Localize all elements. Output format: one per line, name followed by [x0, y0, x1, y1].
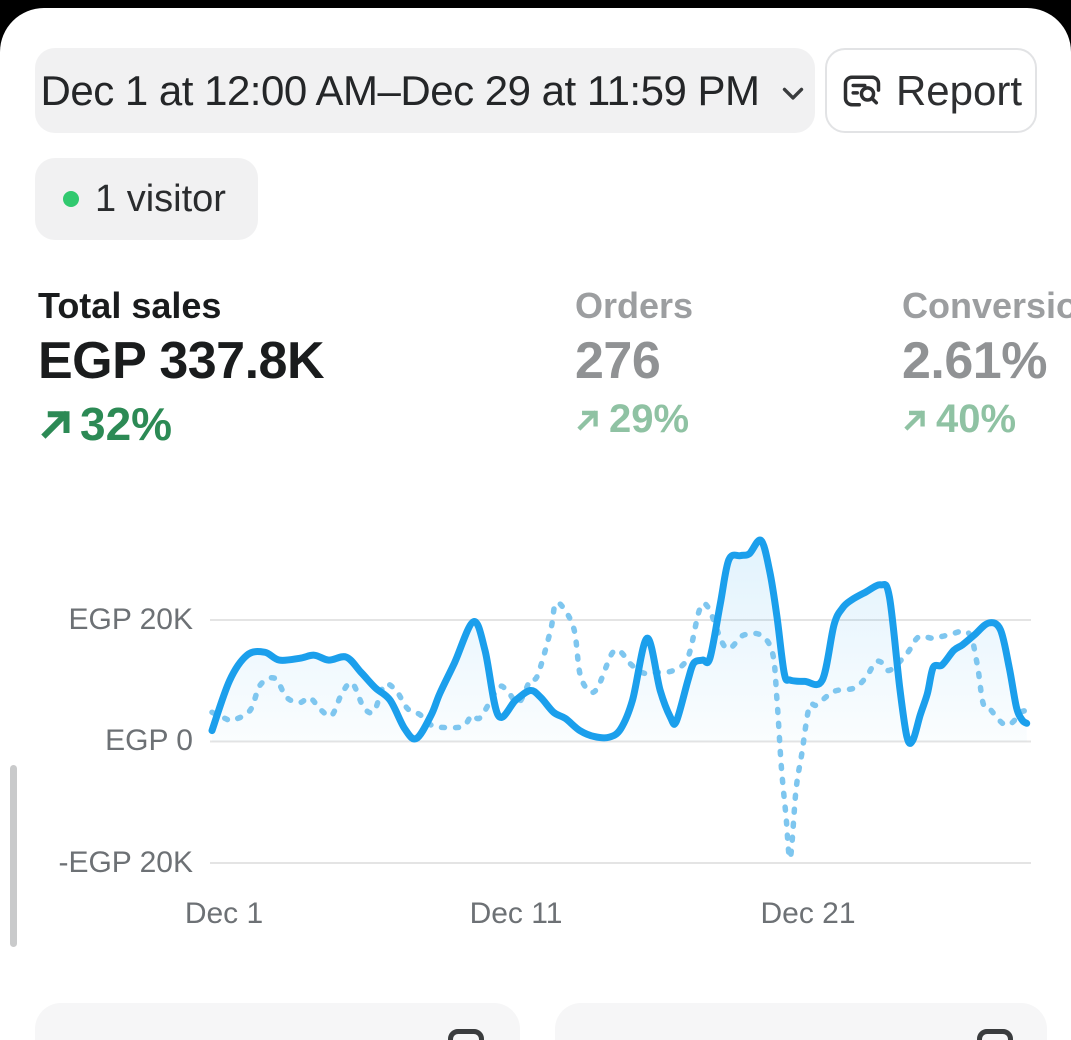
- card-value: 56: [585, 1029, 1017, 1040]
- y-axis-tick-label: -EGP 20K: [58, 846, 193, 879]
- metric-value: 2.61%: [902, 332, 1047, 390]
- report-search-icon: [843, 75, 881, 106]
- metric-label: Total sales: [38, 285, 222, 326]
- y-axis-tick-label: EGP 20K: [68, 603, 193, 636]
- arrow-up-right-icon: [577, 409, 598, 431]
- metric-delta: 40%: [902, 397, 1071, 442]
- metric-orders[interactable]: Orders 276 29%: [575, 285, 875, 442]
- arrow-up-right-icon: [904, 409, 925, 431]
- report-icon: [448, 1029, 484, 1040]
- summary-card[interactable]: 21: [35, 1003, 520, 1040]
- date-range-button[interactable]: Dec 1 at 12:00 AM–Dec 29 at 11:59 PM: [35, 48, 815, 133]
- metric-total-sales[interactable]: Total sales EGP 337.8K 32%: [38, 285, 468, 451]
- metric-value: 276: [575, 332, 661, 390]
- arrow-up-right-icon: [41, 410, 70, 439]
- report-label: Report: [895, 66, 1023, 114]
- metric-delta: 32%: [38, 397, 468, 451]
- green-dot-icon: [63, 191, 79, 207]
- date-range-label: Dec 1 at 12:00 AM–Dec 29 at 11:59 PM: [40, 66, 761, 114]
- metric-label: Orders: [575, 285, 694, 326]
- chevron-down-icon: [782, 87, 803, 100]
- y-axis-tick-label: EGP 0: [105, 724, 193, 757]
- x-axis-tick-label: Dec 21: [760, 897, 856, 930]
- analytics-panel: Dec 1 at 12:00 AM–Dec 29 at 11:59 PM Rep…: [0, 8, 1071, 1040]
- metric-label: Conversion: [902, 285, 1071, 326]
- summary-card[interactable]: 56: [555, 1003, 1047, 1040]
- card-value: 21: [65, 1029, 490, 1040]
- metric-conversion[interactable]: Conversion 2.61% 40%: [902, 285, 1071, 442]
- visitors-label: 1 visitor: [95, 177, 226, 220]
- metric-value: EGP 337.8K: [38, 332, 325, 390]
- metric-delta: 29%: [575, 397, 875, 442]
- x-axis-tick-label: Dec 1: [184, 897, 264, 930]
- summary-cards-row: 21 56: [35, 1003, 1071, 1040]
- report-button[interactable]: Report: [825, 48, 1037, 133]
- metrics-row: Total sales EGP 337.8K 32% Orders 276 29…: [0, 285, 1071, 450]
- sales-over-time-chart: EGP 20K EGP 0 -EGP 20K Dec 1 Dec 11 Dec …: [0, 505, 1071, 945]
- controls-row: Dec 1 at 12:00 AM–Dec 29 at 11:59 PM Rep…: [35, 48, 1037, 133]
- scrollbar-thumb[interactable]: [10, 765, 17, 947]
- x-axis-tick-label: Dec 11: [469, 897, 563, 930]
- live-visitors-badge[interactable]: 1 visitor: [35, 158, 258, 240]
- chart-canvas[interactable]: [0, 505, 1071, 945]
- report-icon: [977, 1029, 1013, 1040]
